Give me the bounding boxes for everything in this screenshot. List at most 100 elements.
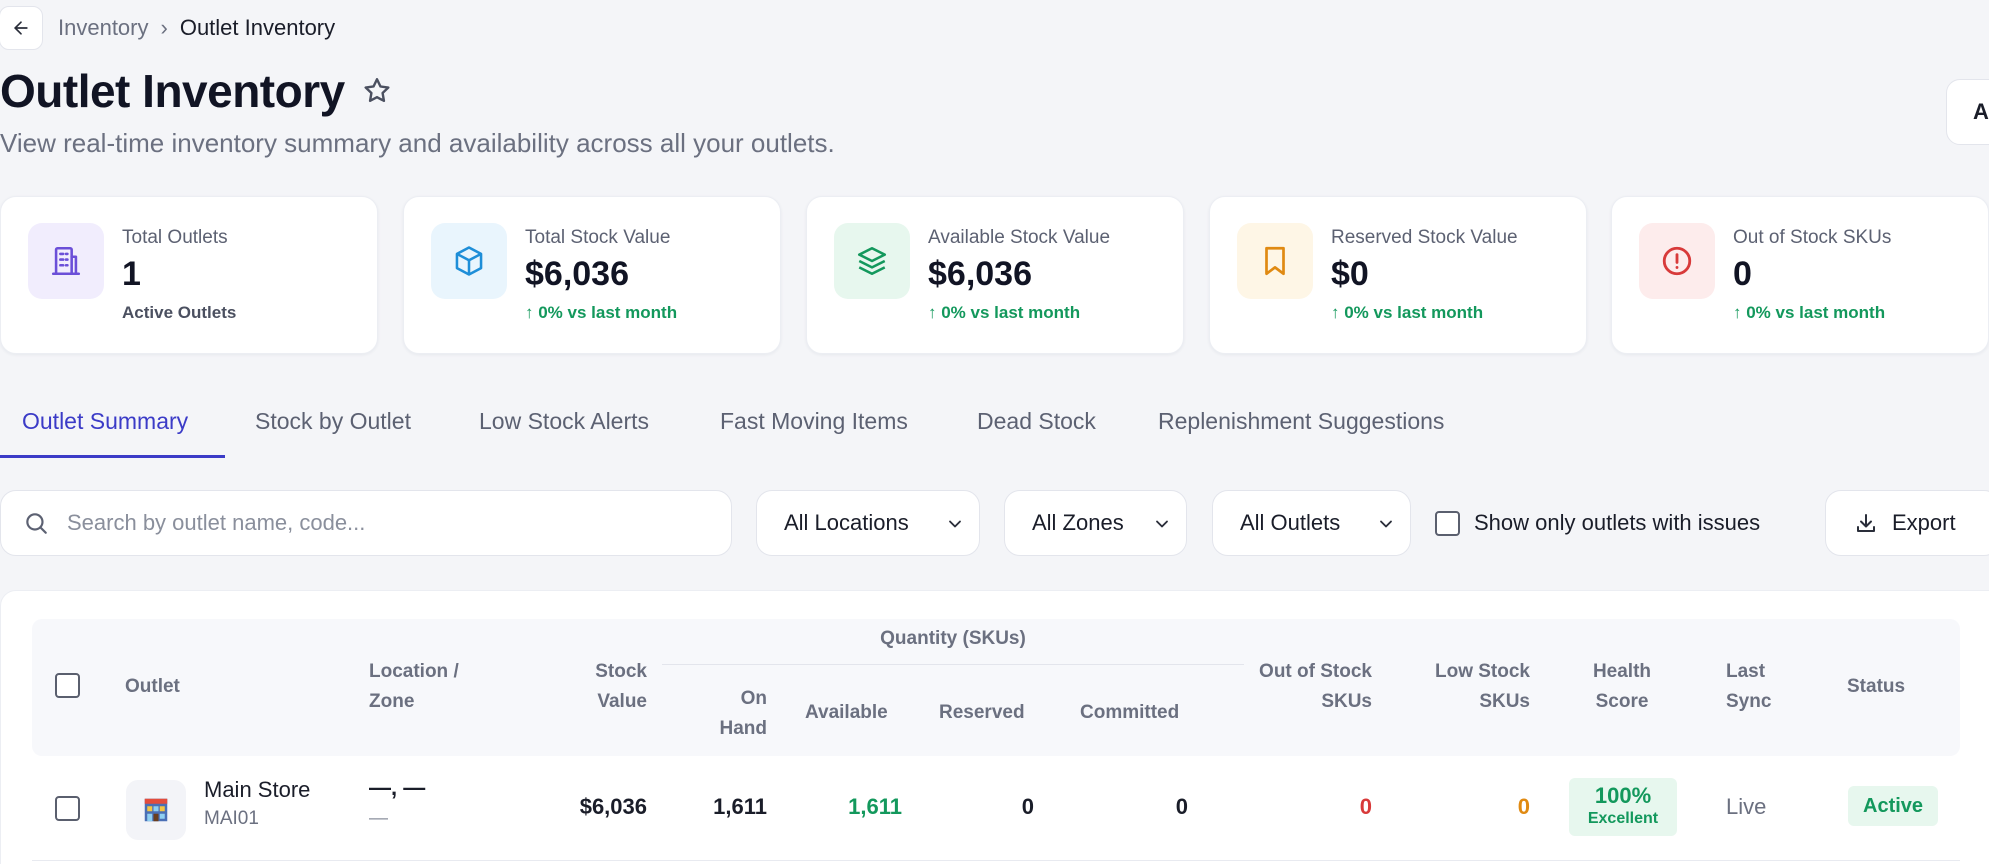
tab-fast-moving-items[interactable]: Fast Moving Items — [720, 408, 908, 434]
outlet-select-value: All Outlets — [1240, 510, 1341, 535]
stock-value: $6,036 — [579, 794, 647, 819]
card-reserved-stock-value: Reserved Stock Value $0 ↑ 0% vs last mon… — [1209, 196, 1587, 354]
card-available-stock-value: Available Stock Value $6,036 ↑ 0% vs las… — [806, 196, 1184, 354]
layers-icon — [834, 223, 910, 299]
col-on-hand-line1: On — [740, 688, 767, 709]
tab-dead-stock[interactable]: Dead Stock — [977, 408, 1096, 434]
col-health-line2: Score — [1595, 691, 1649, 712]
col-location-line1: Location / — [369, 661, 459, 682]
search-input[interactable] — [67, 510, 707, 536]
col-oos-line1: Out of Stock — [1259, 661, 1372, 682]
card-value: $0 — [1331, 255, 1369, 293]
col-oos-line2: SKUs — [1321, 691, 1372, 712]
col-stock-line1: Stock — [595, 661, 647, 682]
bookmark-icon — [1237, 223, 1313, 299]
select-all-checkbox[interactable] — [55, 673, 80, 698]
committed-qty: 0 — [1175, 794, 1188, 819]
alert-circle-icon — [1639, 223, 1715, 299]
active-tab-indicator — [0, 455, 225, 458]
out-of-stock-count: 0 — [1359, 794, 1372, 819]
topbar: Inventory › Outlet Inventory — [0, 0, 335, 56]
export-button[interactable]: Export — [1825, 490, 1989, 556]
card-label: Total Outlets — [122, 227, 228, 248]
header-action-button[interactable]: A — [1946, 79, 1989, 145]
location-select[interactable]: All Locations — [756, 490, 980, 556]
page-title-row: Outlet Inventory — [0, 64, 393, 118]
group-divider — [662, 664, 1244, 665]
issues-checkbox[interactable] — [1435, 510, 1460, 536]
page-subtitle: View real-time inventory summary and ava… — [0, 128, 835, 158]
card-trend: ↑ 0% vs last month — [525, 303, 678, 322]
col-on-hand[interactable]: On Hand — [677, 684, 768, 744]
tab-stock-by-outlet[interactable]: Stock by Outlet — [255, 408, 411, 434]
cube-icon — [431, 223, 507, 299]
store-icon — [126, 780, 186, 840]
tab-replenishment-suggestions[interactable]: Replenishment Suggestions — [1158, 408, 1445, 434]
col-low-line1: Low Stock — [1434, 661, 1530, 682]
card-value: $6,036 — [525, 255, 629, 293]
health-score-value: 100% — [1594, 783, 1652, 808]
outlet-code: MAI01 — [204, 808, 259, 829]
tab-low-stock-alerts[interactable]: Low Stock Alerts — [479, 408, 650, 434]
chevron-down-icon — [1152, 514, 1172, 534]
tab-bar: Outlet Summary Stock by Outlet Low Stock… — [0, 390, 1989, 458]
col-sync-line1: Last — [1726, 661, 1766, 682]
star-icon[interactable] — [361, 75, 393, 107]
col-low-stock[interactable]: Low Stock SKUs — [1372, 657, 1530, 717]
search-icon — [23, 510, 49, 536]
card-out-of-stock-skus: Out of Stock SKUs 0 ↑ 0% vs last month — [1611, 196, 1989, 354]
card-trend: ↑ 0% vs last month — [1733, 303, 1886, 322]
card-total-stock-value: Total Stock Value $6,036 ↑ 0% vs last mo… — [403, 196, 781, 354]
row-checkbox[interactable] — [55, 796, 80, 821]
breadcrumb: Inventory › Outlet Inventory — [58, 15, 335, 41]
arrow-left-icon — [11, 18, 31, 38]
col-available[interactable]: Available — [805, 702, 888, 723]
issues-filter-label: Show only outlets with issues — [1474, 510, 1761, 535]
col-stock-line2: Value — [597, 691, 647, 712]
col-reserved[interactable]: Reserved — [939, 702, 1025, 723]
chevron-down-icon — [945, 514, 965, 534]
outlet-zone: — — [369, 808, 388, 829]
card-trend: ↑ 0% vs last month — [1331, 303, 1484, 322]
table-row[interactable]: Main Store MAI01 —, — — $6,036 1,611 1,6… — [32, 756, 1960, 861]
outlet-select[interactable]: All Outlets — [1212, 490, 1411, 556]
back-button[interactable] — [0, 6, 43, 50]
card-total-outlets: Total Outlets 1 Active Outlets — [0, 196, 378, 354]
tab-outlet-summary[interactable]: Outlet Summary — [22, 408, 189, 434]
col-on-hand-line2: Hand — [719, 718, 768, 739]
reserved-qty: 0 — [1021, 794, 1034, 819]
issues-filter[interactable]: Show only outlets with issues — [1435, 490, 1760, 556]
col-status[interactable]: Status — [1847, 676, 1906, 697]
outlet-name[interactable]: Main Store — [204, 777, 311, 802]
card-label: Available Stock Value — [928, 227, 1111, 248]
health-score-badge: 100% Excellent — [1569, 778, 1677, 836]
col-sync-line2: Sync — [1726, 691, 1772, 712]
card-subtext: Active Outlets — [122, 303, 237, 322]
col-location[interactable]: Location / Zone — [369, 657, 459, 717]
download-icon — [1854, 511, 1878, 535]
low-stock-count: 0 — [1517, 794, 1530, 819]
col-outlet[interactable]: Outlet — [125, 676, 180, 697]
zone-select[interactable]: All Zones — [1004, 490, 1187, 556]
location-select-value: All Locations — [784, 510, 909, 535]
outlet-table: Outlet Location / Zone Stock Value Quant… — [0, 590, 1989, 864]
col-last-sync[interactable]: Last Sync — [1726, 657, 1771, 717]
col-group-quantity: Quantity (SKUs) — [880, 628, 1026, 649]
health-score-label: Excellent — [1587, 810, 1659, 827]
col-out-of-stock[interactable]: Out of Stock SKUs — [1172, 657, 1372, 717]
col-stock-value[interactable]: Stock Value — [547, 657, 647, 717]
breadcrumb-inventory[interactable]: Inventory — [58, 15, 149, 40]
col-committed[interactable]: Committed — [1080, 702, 1180, 723]
col-low-line2: SKUs — [1479, 691, 1530, 712]
search-box — [0, 490, 732, 556]
card-trend: ↑ 0% vs last month — [928, 303, 1081, 322]
col-health-score[interactable]: Health Score — [1572, 657, 1672, 717]
card-value: $6,036 — [928, 255, 1032, 293]
available-qty: 1,611 — [848, 794, 902, 819]
card-label: Reserved Stock Value — [1331, 227, 1518, 248]
card-label: Out of Stock SKUs — [1733, 227, 1892, 248]
last-sync: Live — [1726, 794, 1767, 819]
card-label: Total Stock Value — [525, 227, 671, 248]
building-icon — [28, 223, 104, 299]
filter-bar: All Locations All Zones All Outlets Show… — [0, 490, 1989, 556]
